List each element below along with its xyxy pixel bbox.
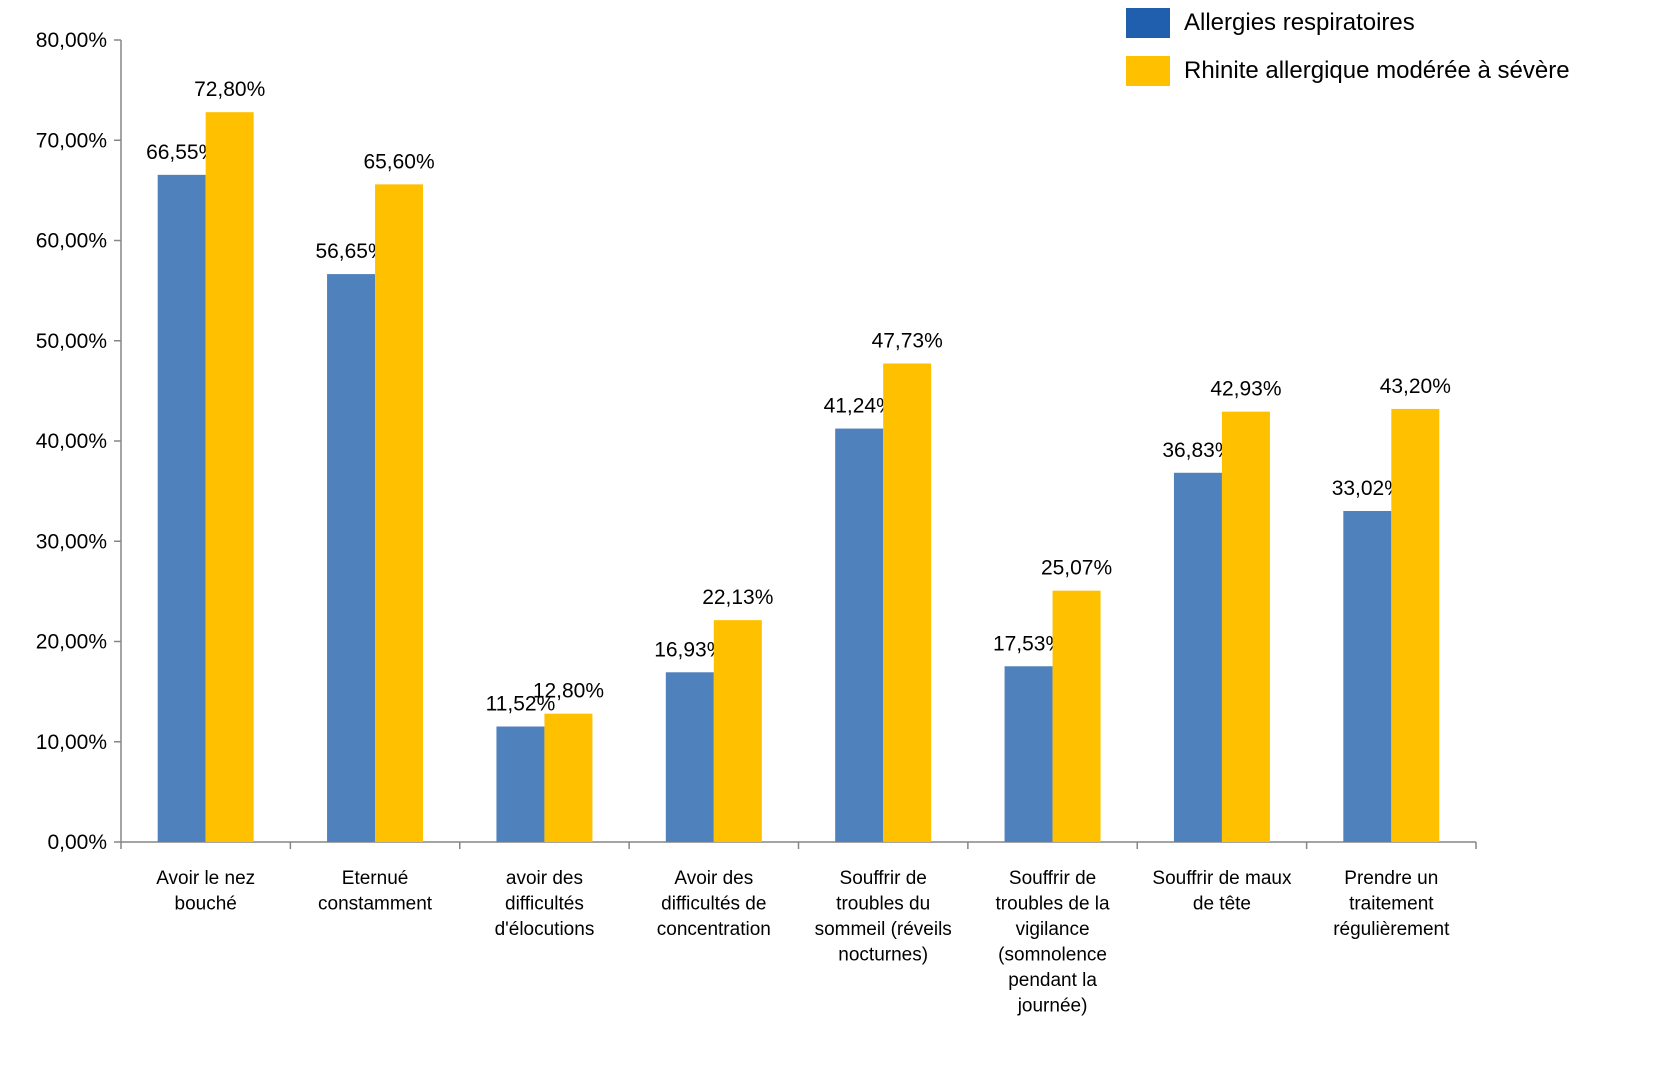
x-category-label-line: vigilance <box>1016 919 1090 940</box>
x-category-label-line: Prendre un <box>1344 868 1438 889</box>
bar-rhinite <box>1391 408 1440 842</box>
bar-allergies <box>157 174 206 842</box>
bar-rhinite <box>883 363 932 842</box>
legend-swatch-rhinite <box>1126 56 1170 86</box>
bar-allergies <box>835 428 884 842</box>
x-category-label-line: Avoir le nez <box>156 868 255 889</box>
x-category-label: Eternué constamment <box>318 868 433 915</box>
x-category-label-line: troubles du <box>836 894 930 915</box>
y-tick-label: 50,00% <box>36 330 107 353</box>
x-category-label-line: sommeil (réveils <box>815 919 952 940</box>
x-category-label-line: Souffrir de <box>840 868 927 889</box>
x-category-label-line: Souffrir de maux <box>1152 868 1292 889</box>
bar-rhinite <box>205 112 254 843</box>
data-label: 22,13% <box>702 586 773 609</box>
bar-allergies <box>327 274 376 842</box>
data-label: 41,24% <box>824 395 895 418</box>
x-category-label-line: avoir des <box>506 868 583 889</box>
data-label: 66,55% <box>146 141 217 164</box>
data-label: 25,07% <box>1041 557 1112 580</box>
x-category-label-line: de tête <box>1193 894 1251 915</box>
data-label: 72,80% <box>194 78 265 101</box>
y-tick-label: 80,00% <box>36 29 107 52</box>
x-category-label-line: concentration <box>657 919 771 940</box>
x-category-label: Avoir des difficultés de concentration <box>657 868 771 940</box>
bar-rhinite <box>544 713 593 842</box>
x-category-label-line: Souffrir de <box>1009 868 1096 889</box>
x-category-label-line: régulièrement <box>1333 919 1450 940</box>
data-label: 56,65% <box>315 240 386 263</box>
x-category-label-line: traitement <box>1349 894 1434 915</box>
y-tick-label: 10,00% <box>36 731 107 754</box>
y-tick-label: 60,00% <box>36 230 107 253</box>
x-category-label-line: troubles de la <box>996 894 1111 915</box>
x-category-label: Souffrir de troubles du sommeil (réveils no… <box>815 868 952 966</box>
x-category-label-line: Avoir des <box>674 868 753 889</box>
x-category-label: Souffrir de troubles de la vigilance (somno… <box>996 868 1111 1017</box>
x-category-label: Avoir le nez bouché <box>156 868 255 915</box>
y-tick-label: 20,00% <box>36 631 107 654</box>
data-label: 33,02% <box>1332 477 1403 500</box>
legend-item-rhinite: Rhinite allergique modérée à sévère <box>1126 54 1570 88</box>
x-category-label: Prendre un traitement régulièrement <box>1333 868 1450 940</box>
bar-rhinite <box>375 184 424 843</box>
x-category-label: avoir des difficultés d'élocutions <box>495 868 595 940</box>
y-tick-label: 40,00% <box>36 430 107 453</box>
data-label: 42,93% <box>1210 378 1281 401</box>
x-category-label-line: difficultés de <box>661 894 766 915</box>
bar-rhinite <box>713 620 762 842</box>
y-tick-label: 0,00% <box>47 831 107 854</box>
x-category-label-line: pendant la <box>1008 970 1097 991</box>
data-label: 16,93% <box>654 638 725 661</box>
data-label: 43,20% <box>1380 375 1451 398</box>
data-label: 17,53% <box>993 632 1064 655</box>
data-label: 11,52% <box>486 693 556 716</box>
x-category-label-line: bouché <box>175 894 237 915</box>
bar-allergies <box>496 726 545 842</box>
x-category-label: Souffrir de maux de tête <box>1152 868 1292 915</box>
bar-rhinite <box>1221 411 1270 842</box>
y-tick-label: 30,00% <box>36 530 107 553</box>
x-category-label-line: (somnolence <box>998 945 1107 966</box>
data-label: 65,60% <box>363 150 434 173</box>
legend-label-rhinite: Rhinite allergique modérée à sévère <box>1184 57 1570 84</box>
legend-swatch-allergies <box>1126 8 1170 38</box>
x-category-label-line: constamment <box>318 894 433 915</box>
legend: Allergies respiratoires Rhinite allergiq… <box>1126 6 1570 102</box>
legend-label-allergies: Allergies respiratoires <box>1184 9 1415 36</box>
bar-rhinite <box>1052 590 1101 842</box>
x-category-label-line: d'élocutions <box>495 919 595 940</box>
legend-item-allergies: Allergies respiratoires <box>1126 6 1570 40</box>
data-label: 12,80% <box>533 680 604 703</box>
x-category-label-line: Eternué <box>342 868 409 889</box>
bar-allergies <box>1173 472 1222 842</box>
y-tick-label: 70,00% <box>36 129 107 152</box>
bar-allergies <box>1004 666 1053 842</box>
x-category-label-line: difficultés <box>505 894 584 915</box>
bar-allergies <box>665 672 714 842</box>
x-category-label-line: journée) <box>1017 996 1088 1017</box>
data-label: 36,83% <box>1162 439 1233 462</box>
x-category-label-line: nocturnes) <box>838 945 928 966</box>
bar-allergies <box>1343 510 1392 842</box>
data-label: 47,73% <box>872 330 943 353</box>
